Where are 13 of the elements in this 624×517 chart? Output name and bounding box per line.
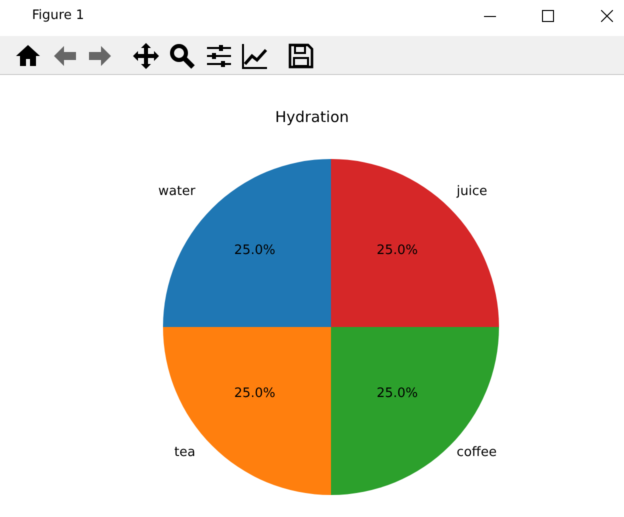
pie-slice [331,327,499,495]
slice-label: coffee [456,445,497,460]
slice-label: juice [456,184,488,199]
data-label: 25.0% [234,386,276,401]
slice-label: tea [174,445,196,460]
pie-slice [163,327,331,495]
pie-slice [331,159,499,327]
data-label: 25.0% [376,386,418,401]
chart-title: Hydration [274,108,350,126]
slice-label: water [158,184,196,199]
caption: Figure 1 [32,8,84,23]
data-label: 25.0% [234,243,276,258]
data-label: 25.0% [376,243,418,258]
